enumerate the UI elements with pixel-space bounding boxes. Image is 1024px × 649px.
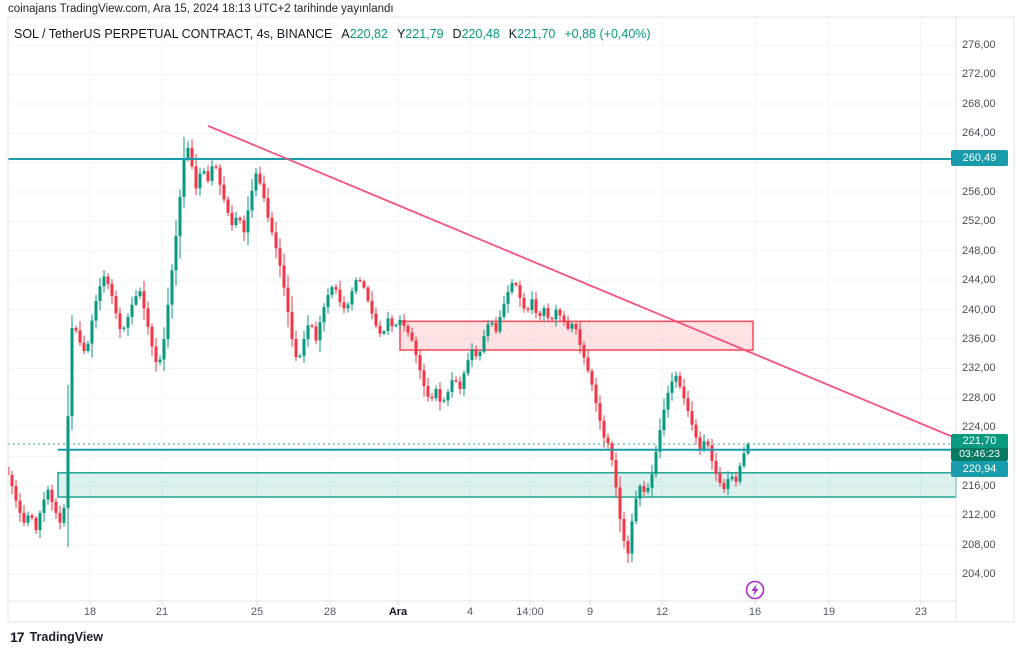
time-tick-label: 23 xyxy=(914,606,928,618)
price-tick-label: 216,00 xyxy=(962,480,996,492)
price-tick-label: 272,00 xyxy=(962,68,996,81)
lightning-bolt-glyph xyxy=(751,584,759,596)
ohlc-Y: Y221,79 xyxy=(396,27,444,41)
price-tick-label: 208,00 xyxy=(962,538,996,551)
tradingview-attribution[interactable]: 17 TradingView xyxy=(10,629,103,645)
price-tick-label: 244,00 xyxy=(962,274,996,287)
bar-countdown: 03:46:23 xyxy=(951,448,1008,461)
symbol-title: SOL / TetherUS PERPETUAL CONTRACT, 4s, B… xyxy=(14,27,333,41)
time-tick-label: 21 xyxy=(155,606,169,618)
widget-frame xyxy=(7,16,1015,623)
descending-trendline[interactable] xyxy=(207,125,964,442)
demand-zone[interactable] xyxy=(57,471,957,498)
ohlc-A: A220,82 xyxy=(341,27,388,41)
current-price-value: 221,70 xyxy=(951,434,1008,448)
ohlc-values: A220,82 Y221,79 D220,48 K221,70 xyxy=(332,27,555,41)
time-tick-label: 16 xyxy=(748,606,762,618)
ohlc-D: D220,48 xyxy=(452,27,500,41)
candles xyxy=(8,136,750,563)
tradingview-logo-icon: 17 xyxy=(10,629,25,645)
published-line: coinajans TradingView.com, Ara 15, 2024 … xyxy=(8,3,394,15)
price-tick-label: 252,00 xyxy=(962,215,996,228)
price-tick-label: 228,00 xyxy=(962,391,996,404)
ohlc-K: K221,70 xyxy=(508,27,556,41)
time-tick-label: 4 xyxy=(466,606,474,618)
chart-legend: SOL / TetherUS PERPETUAL CONTRACT, 4s, B… xyxy=(14,27,651,41)
tradingview-label: TradingView xyxy=(29,630,103,644)
time-tick-label: 28 xyxy=(323,606,337,618)
change-value: +0,88 (+0,40%) xyxy=(564,27,651,41)
price-tick-label: 236,00 xyxy=(962,333,996,345)
price-tick-label: 204,00 xyxy=(962,568,996,581)
price-tick-label: 256,00 xyxy=(962,186,996,198)
time-tick-label: 12 xyxy=(655,606,669,618)
time-tick-label: 25 xyxy=(250,606,264,618)
time-tick-label: Ara xyxy=(388,606,408,618)
price-tick-label: 268,00 xyxy=(962,97,996,110)
time-tick-label: 14:00 xyxy=(516,606,544,618)
price-tick-label: 232,00 xyxy=(962,362,996,375)
time-tick-label: 19 xyxy=(822,606,836,618)
time-tick-label: 9 xyxy=(586,606,594,618)
price-tick-label: 212,00 xyxy=(962,509,996,522)
price-tick-label: 240,00 xyxy=(962,303,996,316)
current-price-label: 221,70 03:46:23 xyxy=(951,434,1008,461)
price-tick-label: 224,00 xyxy=(962,421,996,434)
price-tick-label: 248,00 xyxy=(962,244,996,257)
price-tick-label: 276,00 xyxy=(962,39,996,51)
level-price-label: 220,94 xyxy=(951,461,1008,477)
level-price-label: 260,49 xyxy=(951,149,1008,166)
time-tick-label: 18 xyxy=(83,606,97,618)
price-chart-pane[interactable] xyxy=(0,0,1024,626)
price-tick-label: 264,00 xyxy=(962,127,996,140)
